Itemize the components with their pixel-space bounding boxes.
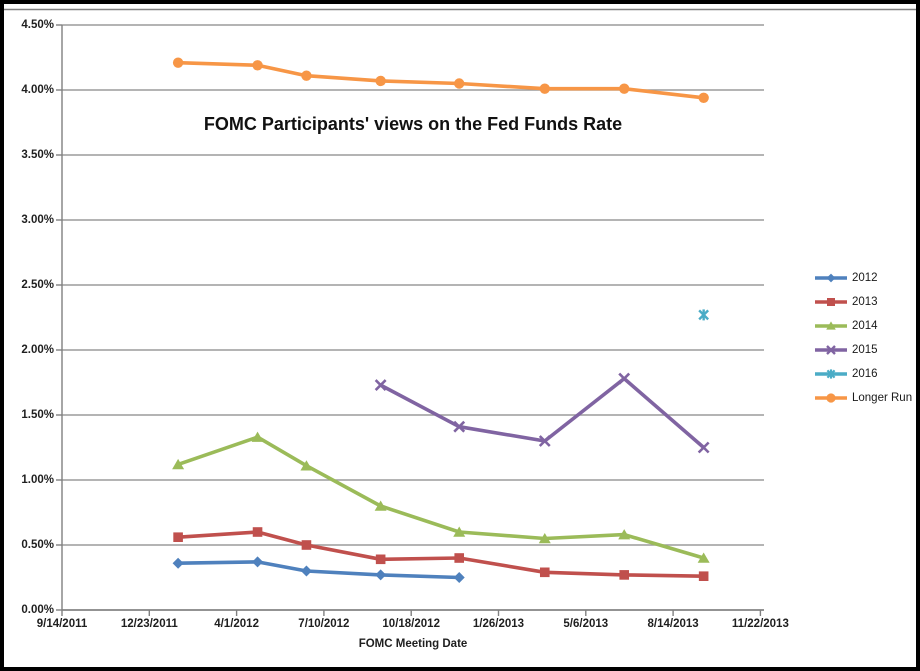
y-tick-label: 0.00% [21,604,54,616]
legend-label: Longer Run [852,392,913,404]
x-tick-label: 5/6/2013 [563,618,609,630]
legend-label: 2014 [852,320,878,332]
legend-marker-icon [815,345,847,355]
y-tick-label: 3.00% [21,214,54,226]
chart-title: FOMC Participants' views on the Fed Fund… [203,114,623,134]
legend-item-2016: 2016 [814,362,916,386]
y-tick-label: 0.50% [21,539,54,551]
y-tick-label: 1.50% [21,409,54,421]
legend-item-2013: 2013 [814,290,916,314]
x-tick-label: 8/14/2013 [647,618,699,630]
x-tick-label: 10/18/2012 [382,618,440,630]
legend-item-2012: 2012 [814,266,916,290]
x-tick-label: 12/23/2011 [120,618,178,630]
legend-marker-icon [815,393,847,403]
x-axis-title: FOMC Meeting Date [358,638,468,650]
x-tick-label: 7/10/2012 [298,618,350,630]
legend: 2012 2013 2014 2015 2016 Longer Run [814,266,916,410]
legend-marker-icon [815,369,847,379]
y-tick-label: 3.50% [21,149,54,161]
legend-label: 2012 [852,272,878,284]
legend-label: 2016 [852,368,878,380]
legend-marker-icon [815,321,847,330]
legend-item-longer-run: Longer Run [814,386,916,410]
x-tick-label: 9/14/2011 [36,618,88,630]
legend-marker-icon [815,273,847,283]
chart-plot-area [4,8,916,616]
legend-label: 2013 [852,296,878,308]
legend-item-2014: 2014 [814,314,916,338]
y-tick-label: 4.00% [21,84,54,96]
legend-marker-icon [815,298,847,306]
y-tick-label: 1.00% [21,474,54,486]
x-tick-label: 4/1/2012 [214,618,259,630]
y-tick-label: 2.50% [21,279,54,291]
x-tick-label: 1/26/2013 [472,618,525,630]
y-tick-label: 4.50% [21,19,54,31]
x-tick-label: 11/22/2013 [731,618,789,630]
legend-item-2015: 2015 [814,338,916,362]
y-tick-label: 2.00% [21,344,54,356]
legend-label: 2015 [852,344,878,356]
